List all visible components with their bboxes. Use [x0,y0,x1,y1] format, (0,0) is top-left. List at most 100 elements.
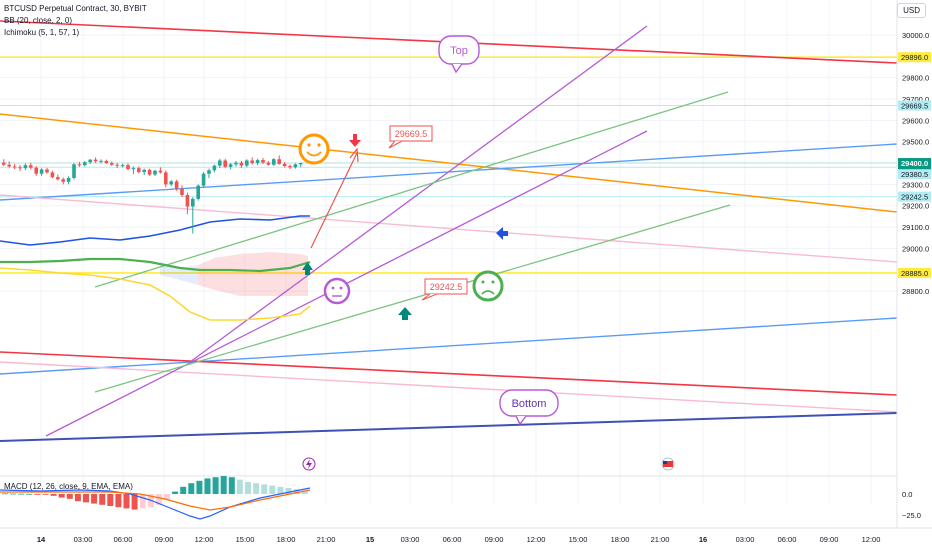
time-tick-label: 03:00 [74,535,93,544]
target-low-tail [421,293,438,301]
ichimoku-cloud [160,252,308,296]
macd-histogram-bar [83,494,89,503]
time-tick-label: 06:00 [114,535,133,544]
macd-histogram-bar [180,486,187,494]
candle-body [196,185,200,199]
price-badge [898,52,931,63]
down-arrow-icon [349,134,361,147]
sad-eye [481,280,485,284]
candle-body [174,181,179,189]
candle-body [126,165,130,170]
sad-eye [491,280,495,284]
time-tick-label: 12:00 [195,535,214,544]
candle-body [2,162,6,165]
candle-body [228,164,233,167]
candle-body [180,188,184,196]
us-flag-icon [661,457,675,471]
price-badge-label: 29896.0 [901,53,928,62]
legend-title: BTCUSD Perpetual Contract, 30, BYBIT [4,4,147,13]
macd-histogram-bar [139,494,146,509]
candle-body [66,177,71,182]
macd-histogram-bar [253,483,260,494]
candle-body [288,166,292,168]
candle-body [120,165,125,167]
top-bubble-tail [451,63,463,74]
up-arrow-icon [302,262,313,275]
macd-pane [0,476,311,520]
candle-body [277,159,281,164]
candle-body [255,160,260,164]
macd-histogram-bar [172,491,179,494]
time-tick-label: 09:00 [155,535,174,544]
time-tick-label: 21:00 [651,535,670,544]
candle-body [39,169,44,174]
time-tick-label: 21:00 [317,535,336,544]
candle-body [223,160,227,167]
macd-histogram-bar [34,494,41,495]
candle-body [261,160,265,163]
green-channel-upper [94,91,729,288]
price-tick-label: 29300.0 [902,180,929,189]
target-high-box [389,125,433,142]
candle-body [191,198,195,207]
macd-histogram-bar [99,494,106,505]
bottom-bubble [499,389,559,417]
macd-histogram-bar [131,494,138,510]
cloud-red [198,252,308,296]
price-badge [898,100,931,111]
legend-bb: BB (20, close, 2, 0) [4,16,73,25]
macd-histogram-bar [164,494,170,500]
time-tick-label: 15 [366,535,374,544]
macd-histogram-bar [107,494,114,506]
price-badge-label: 29400.0 [901,159,928,168]
macd-histogram-bar [18,493,25,495]
macd-histogram-bar [188,483,195,494]
price-badge-label: 28885.0 [901,269,928,278]
macd-histogram-bar [155,494,162,505]
candle-body [34,167,38,174]
price-badge-label: 29669.5 [901,102,928,111]
smiley-face-icon [298,133,330,165]
time-tick-label: 14 [37,535,46,544]
top-label: Top [450,45,468,57]
candle-body [23,165,28,169]
candle-body [131,168,136,170]
horizontal-levels [0,56,897,274]
currency-button[interactable]: USD [897,3,926,18]
macd-histogram-bar [123,494,130,509]
legend-ichimoku: Ichimoku (5, 1, 57, 1) [4,28,80,37]
candle-body [218,160,222,166]
pink-trend-line-lower [0,361,898,413]
price-tick-label: 29600.0 [902,116,929,125]
neutral-face-icon [323,277,351,305]
candle-body [45,169,49,173]
time-tick-label: 12:00 [862,535,881,544]
price-tick-label: 29000.0 [902,244,929,253]
candle-body [18,167,22,169]
candle-body [115,164,119,166]
smiley-outline [298,133,330,165]
sad-mouth [481,290,495,295]
price-tick-label: 29800.0 [902,74,929,83]
candle-body [147,169,152,175]
candle-body [50,172,55,178]
price-tick-label: 28800.0 [902,287,929,296]
macd-histogram-bar [50,494,57,496]
macd-histogram-bar [293,489,300,494]
candle-body [185,195,190,207]
candle-body [158,170,163,173]
candle-body [7,164,11,167]
smiley-eye [307,143,311,147]
sad-outline [472,270,504,302]
macd-line [0,487,311,520]
candle-body [272,159,276,165]
candle-body [104,160,109,164]
navy-trend-line [0,412,898,442]
target-high-label: 29669.5 [395,129,428,139]
price-tick-label: 29100.0 [902,223,929,232]
candle-body [164,172,168,185]
neutral-eye [339,286,343,290]
